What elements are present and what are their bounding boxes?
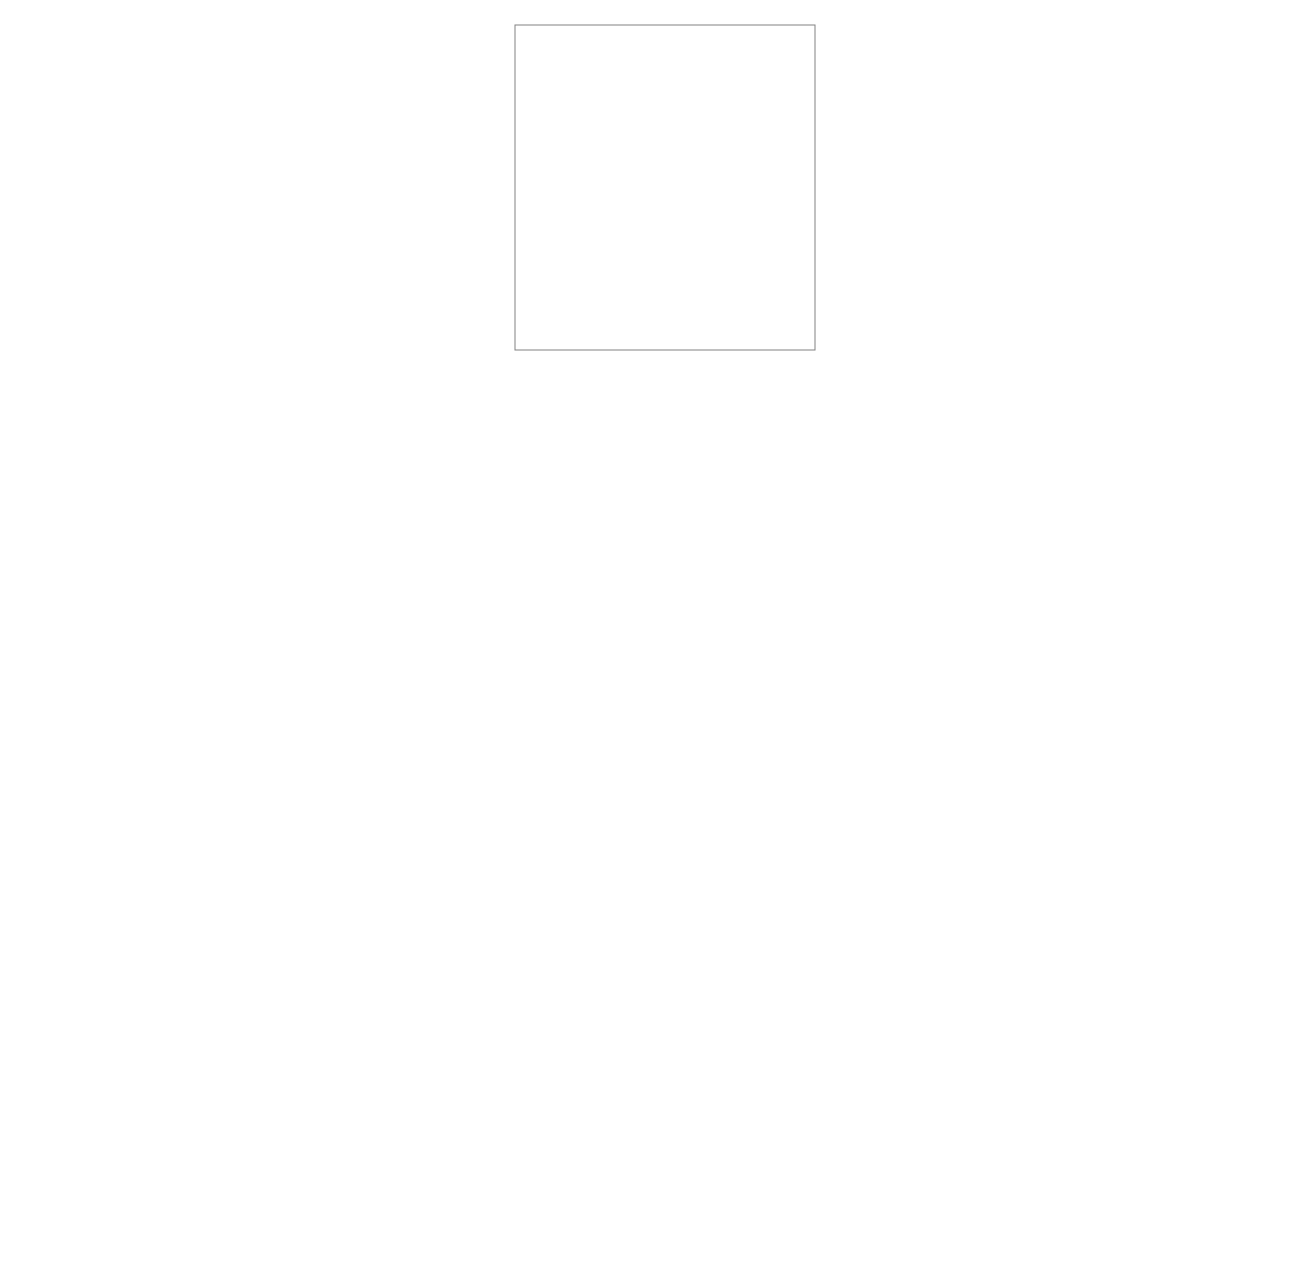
zone-root <box>515 25 815 350</box>
dnssec-diagram <box>0 0 1307 1278</box>
